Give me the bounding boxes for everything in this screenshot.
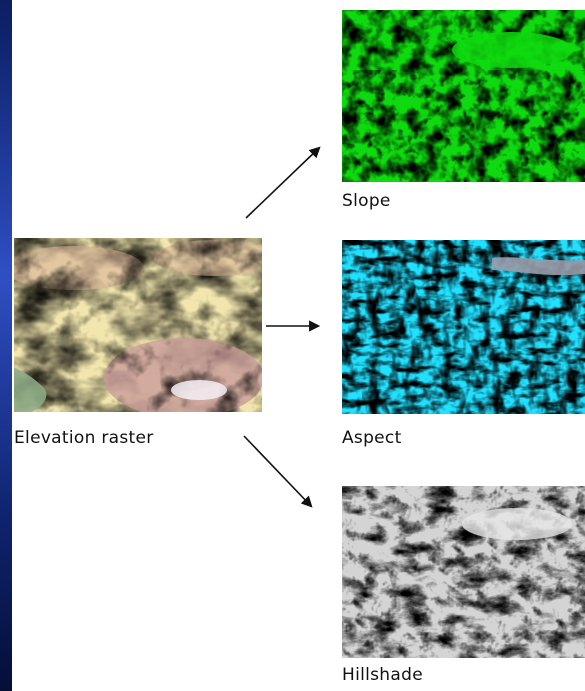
elevation-raster-label: Elevation raster	[14, 428, 154, 448]
aspect-raster-image	[342, 240, 585, 414]
aspect-label: Aspect	[342, 428, 402, 448]
slope-label: Slope	[342, 191, 391, 211]
elevation-raster-image	[14, 238, 262, 412]
arrow-to-hillshade	[243, 435, 313, 508]
slope-raster-image	[342, 10, 585, 182]
hillshade-raster-image	[342, 486, 585, 658]
hillshade-label: Hillshade	[342, 665, 423, 685]
arrow-to-slope	[245, 146, 321, 219]
